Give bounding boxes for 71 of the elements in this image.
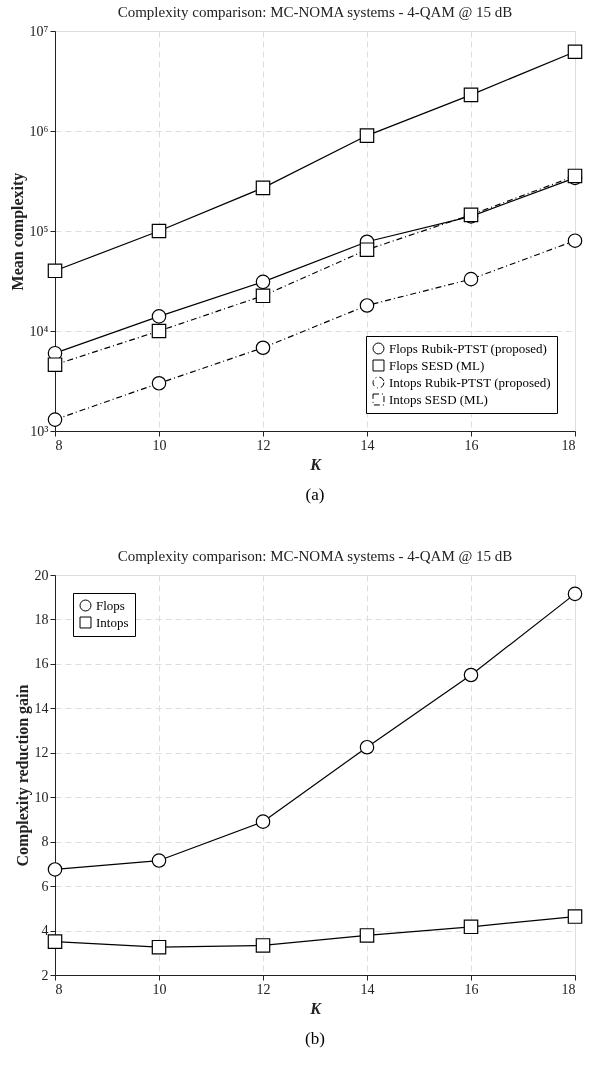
y-tick-label: 10⁶ xyxy=(29,123,49,139)
point xyxy=(255,814,271,829)
x-tick-label: 14 xyxy=(360,437,375,453)
legend-label: Flops xyxy=(96,597,125,613)
x-tick-label: 8 xyxy=(55,437,63,453)
x-tick-label: 8 xyxy=(55,981,63,997)
chart-title: Complexity comparison: MC-NOMA systems - 4-QAM @ 15 dB xyxy=(117,4,513,20)
legend-label: Intops Rubik-PTST (proposed) xyxy=(389,374,551,390)
point xyxy=(359,128,375,143)
point xyxy=(255,938,271,953)
x-tick-label: 16 xyxy=(464,437,479,453)
point xyxy=(567,233,583,248)
point xyxy=(567,586,583,602)
y-tick-label: 6 xyxy=(41,878,49,894)
point xyxy=(151,309,167,324)
y-tick-label: 4 xyxy=(41,923,49,939)
y-tick-label: 8 xyxy=(41,834,49,850)
point xyxy=(359,928,375,943)
point xyxy=(47,412,63,427)
x-axis-title: K xyxy=(309,999,323,1017)
x-tick-label: 12 xyxy=(256,981,271,997)
x-tick-label: 10 xyxy=(152,981,167,997)
y-tick-label: 12 xyxy=(34,745,49,761)
point xyxy=(151,375,167,391)
point xyxy=(567,909,583,924)
chart-title: Complexity comparison: MC-NOMA systems - 4-QAM @ 15 dB xyxy=(117,548,513,564)
point xyxy=(463,271,479,287)
point xyxy=(151,939,167,955)
y-tick-label: 2 xyxy=(41,967,49,983)
legend-label: Intops SESD (ML) xyxy=(389,391,488,407)
y-axis-title: Mean complexity xyxy=(8,172,27,291)
y-tick-label: 16 xyxy=(34,656,49,672)
y-tick-label: 14 xyxy=(34,700,49,716)
point xyxy=(255,340,271,356)
legend-label: Intops xyxy=(96,614,129,630)
point xyxy=(47,263,63,279)
point xyxy=(463,667,479,683)
point xyxy=(359,298,375,313)
point xyxy=(151,323,167,339)
point xyxy=(47,862,63,877)
x-tick-label: 14 xyxy=(360,981,375,997)
x-tick-label: 18 xyxy=(561,437,576,453)
point xyxy=(255,180,271,196)
x-tick-label: 16 xyxy=(464,981,479,997)
y-tick-label: 10⁵ xyxy=(29,223,49,239)
x-tick-label: 10 xyxy=(152,437,167,453)
x-axis-title: K xyxy=(309,455,323,473)
point xyxy=(463,919,479,935)
point xyxy=(359,242,375,258)
y-tick-label: 10⁴ xyxy=(29,323,49,339)
point xyxy=(47,357,63,373)
y-tick-label: 18 xyxy=(34,611,49,627)
point xyxy=(47,934,63,949)
point xyxy=(255,288,271,304)
point xyxy=(151,223,167,239)
text: (b) xyxy=(305,1029,325,1048)
y-tick-label: 10 xyxy=(34,789,49,805)
y-tick-label: 20 xyxy=(34,567,49,583)
x-tick-label: 18 xyxy=(561,981,576,997)
text: (a) xyxy=(305,485,325,504)
y-axis-title: Complexity reduction gain xyxy=(13,684,32,867)
point xyxy=(463,87,479,103)
point xyxy=(255,274,271,290)
point xyxy=(151,853,167,868)
y-tick-label: 10⁷ xyxy=(29,23,49,39)
x-tick-label: 12 xyxy=(256,437,271,453)
legend-label: Flops Rubik-PTST (proposed) xyxy=(389,340,547,356)
point xyxy=(567,44,583,60)
point xyxy=(359,739,375,755)
legend-label: Flops SESD (ML) xyxy=(389,357,485,373)
y-tick-label: 10³ xyxy=(30,423,49,439)
